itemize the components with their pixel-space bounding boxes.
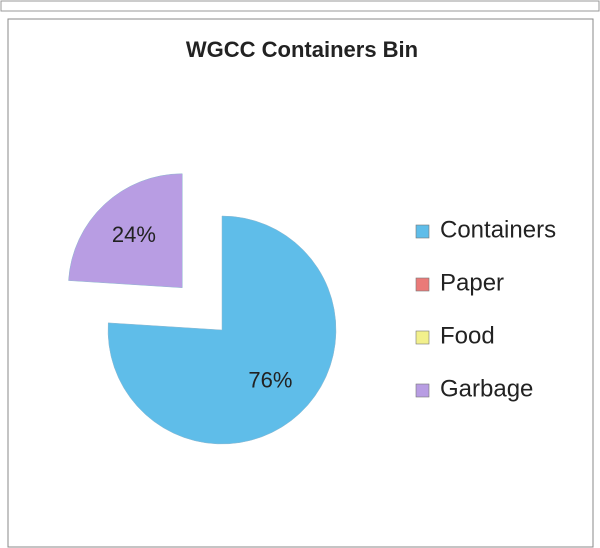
legend-label: Containers bbox=[440, 216, 556, 243]
chart-title: WGCC Containers Bin bbox=[186, 37, 418, 62]
top-frame bbox=[0, 0, 600, 12]
legend-swatch bbox=[415, 383, 430, 398]
legend-swatch bbox=[415, 277, 430, 292]
legend-swatch bbox=[415, 330, 430, 345]
legend-label: Garbage bbox=[440, 375, 533, 402]
pie-slice bbox=[68, 173, 183, 288]
legend-label: Paper bbox=[440, 269, 504, 296]
pie-slice bbox=[107, 215, 337, 445]
data-label: 76% bbox=[248, 367, 292, 392]
legend-label: Food bbox=[440, 322, 495, 349]
legend-swatch bbox=[415, 224, 430, 239]
data-label: 24% bbox=[112, 222, 156, 247]
